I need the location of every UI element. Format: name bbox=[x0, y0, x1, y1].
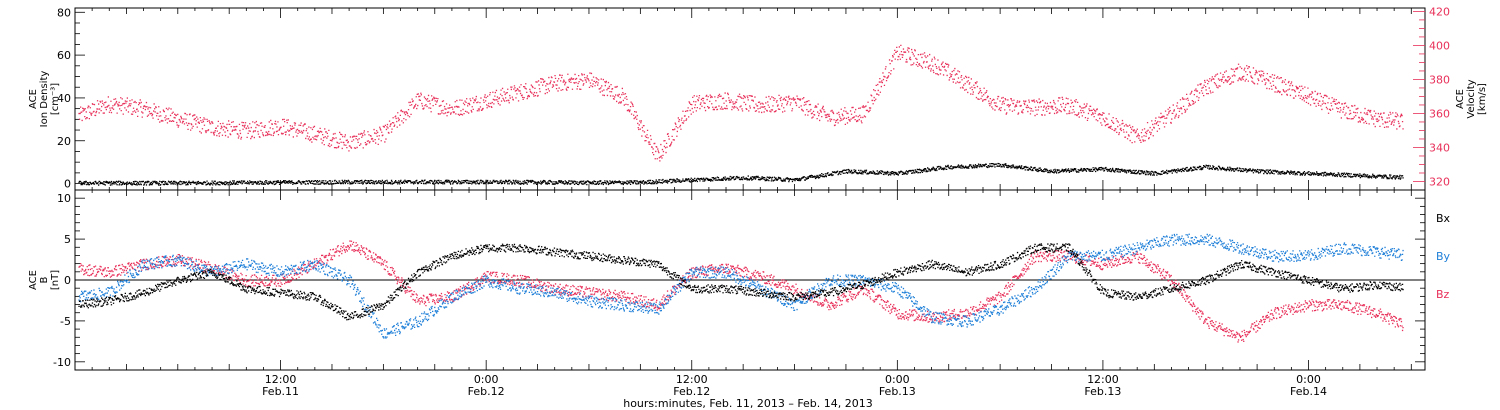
left-y-axis-title: [cm⁻³] bbox=[50, 83, 61, 115]
magnetic-field-panel: -10 -5 0 5 10 ACE B [nT] Bx By Bz bbox=[28, 189, 1451, 371]
x-tick-label-time: 0:00 bbox=[885, 373, 910, 386]
x-tick-label-time: 12:00 bbox=[676, 373, 708, 386]
ion-density-series bbox=[78, 162, 1404, 186]
left-y-tick-label: 60 bbox=[57, 49, 71, 62]
right-y-tick-label: 380 bbox=[1429, 73, 1450, 86]
left-y-axis-title: Ion Density bbox=[39, 71, 50, 128]
y-tick-label: -10 bbox=[53, 356, 71, 369]
y-tick-label: 5 bbox=[64, 233, 71, 246]
legend-bz: Bz bbox=[1436, 288, 1450, 301]
left-y-tick-label: 20 bbox=[57, 135, 71, 148]
by-series bbox=[78, 233, 1404, 339]
right-y-axis-title: ACE bbox=[1455, 89, 1466, 109]
x-tick-label-time: 0:00 bbox=[474, 373, 499, 386]
x-tick-label-date: Feb.13 bbox=[879, 385, 916, 398]
bx-series-marks bbox=[78, 243, 1404, 321]
right-y-tick-label: 420 bbox=[1429, 5, 1450, 18]
right-y-axis-title: [km/s] bbox=[1477, 83, 1488, 115]
y-axis-title: [nT] bbox=[50, 270, 61, 290]
right-y-axis-title: Velocity bbox=[1466, 79, 1477, 118]
velocity-series-marks bbox=[78, 44, 1404, 162]
velocity-series bbox=[78, 44, 1404, 162]
ion-density-series-marks bbox=[78, 162, 1404, 186]
x-tick-label-date: Feb.12 bbox=[468, 385, 505, 398]
time-axis-labels: 12:00Feb.110:00Feb.1212:00Feb.120:00Feb.… bbox=[262, 373, 1327, 398]
left-y-tick-label: 0 bbox=[64, 178, 71, 191]
y-tick-label: 0 bbox=[64, 274, 71, 287]
x-tick-label-time: 12:00 bbox=[1087, 373, 1119, 386]
left-y-axis-title: ACE bbox=[28, 89, 39, 109]
right-y-tick-label: 400 bbox=[1429, 39, 1450, 52]
left-y-tick-label: 80 bbox=[57, 6, 71, 19]
y-tick-label: 10 bbox=[57, 192, 71, 205]
by-series-marks bbox=[78, 233, 1404, 339]
y-tick-label: -5 bbox=[60, 315, 71, 328]
x-tick-label-date: Feb.14 bbox=[1290, 385, 1327, 398]
x-tick-label-date: Feb.11 bbox=[262, 385, 299, 398]
right-y-tick-label: 360 bbox=[1429, 107, 1450, 120]
x-tick-label-date: Feb.12 bbox=[673, 385, 710, 398]
top-panel-frame bbox=[74, 7, 1426, 191]
x-tick-label-time: 0:00 bbox=[1296, 373, 1321, 386]
bx-series bbox=[78, 243, 1404, 321]
y-axis-title: ACE bbox=[28, 270, 39, 290]
time-axis-caption: hours:minutes, Feb. 11, 2013 – Feb. 14, … bbox=[623, 397, 873, 410]
legend-bx: Bx bbox=[1436, 212, 1451, 225]
x-tick-label-time: 12:00 bbox=[265, 373, 297, 386]
left-y-tick-label: 40 bbox=[57, 92, 71, 105]
legend-by: By bbox=[1436, 250, 1451, 263]
x-tick-label-date: Feb.13 bbox=[1084, 385, 1121, 398]
right-y-tick-label: 340 bbox=[1429, 141, 1450, 154]
y-axis-title: B bbox=[39, 276, 50, 283]
right-y-tick-label: 320 bbox=[1429, 175, 1450, 188]
